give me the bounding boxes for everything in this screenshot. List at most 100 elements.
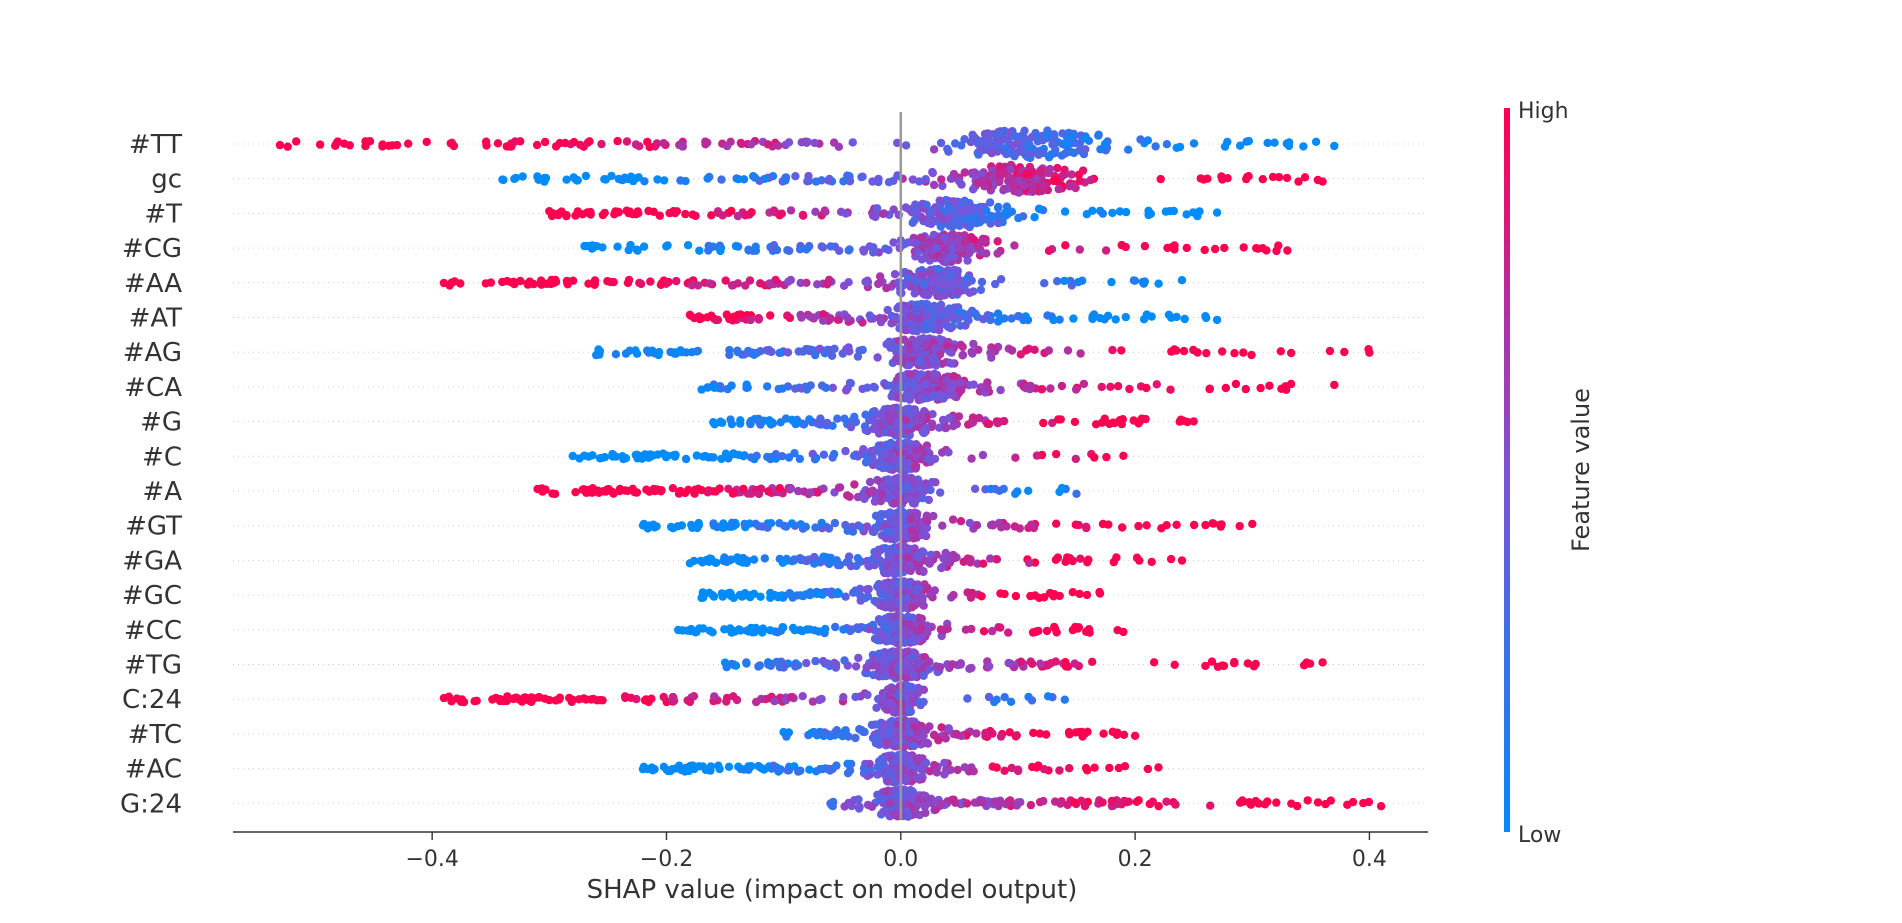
- shap-point: [1129, 276, 1139, 285]
- shap-point: [1061, 241, 1070, 250]
- shap-point: [1105, 763, 1114, 773]
- shap-point: [694, 484, 703, 493]
- shap-point: [623, 486, 632, 496]
- shap-point: [956, 517, 966, 526]
- shap-point: [733, 279, 743, 288]
- shap-point: [707, 554, 716, 564]
- shap-point: [831, 557, 840, 566]
- shap-point: [786, 484, 796, 493]
- shap-point: [917, 413, 927, 423]
- feature-label: #CC: [124, 616, 182, 646]
- shap-point: [991, 279, 1000, 289]
- shap-point: [388, 141, 397, 150]
- shap-point: [1117, 346, 1126, 355]
- shap-point: [681, 209, 690, 219]
- shap-point: [846, 626, 856, 635]
- shap-point: [629, 176, 638, 186]
- shap-point: [929, 511, 938, 521]
- shap-point: [704, 241, 713, 251]
- shap-point: [805, 415, 814, 424]
- shap-point: [858, 318, 867, 327]
- shap-point: [1065, 764, 1074, 773]
- shap-point: [949, 421, 958, 431]
- shap-point: [841, 446, 850, 456]
- shap-point: [776, 765, 785, 774]
- shap-point: [963, 256, 972, 265]
- shap-point: [1094, 130, 1103, 139]
- shap-point: [1027, 696, 1037, 705]
- shap-point: [882, 657, 891, 666]
- shap-point: [887, 686, 896, 695]
- shap-point: [659, 139, 668, 148]
- shap-point: [989, 138, 998, 148]
- shap-point: [1113, 626, 1122, 635]
- shap-point: [766, 311, 775, 320]
- shap-point: [865, 477, 875, 487]
- shap-point: [861, 410, 870, 419]
- shap-point: [797, 138, 806, 147]
- shap-point: [1023, 486, 1033, 495]
- feature-label: #TG: [124, 651, 182, 681]
- shap-point: [663, 241, 672, 250]
- shap-point: [941, 423, 950, 433]
- shap-point: [967, 347, 976, 357]
- shap-point: [699, 452, 708, 461]
- shap-point: [919, 685, 929, 694]
- shap-point: [885, 337, 894, 346]
- shap-point: [1063, 346, 1073, 355]
- shap-point: [1202, 349, 1211, 358]
- shap-point: [1140, 277, 1150, 286]
- shap-point: [891, 612, 900, 621]
- shap-point: [995, 177, 1004, 187]
- shap-point: [1283, 246, 1292, 255]
- shap-point: [736, 626, 745, 635]
- shap-point: [845, 177, 855, 186]
- shap-point: [1003, 136, 1013, 145]
- shap-point: [1203, 174, 1212, 183]
- shap-point: [914, 697, 924, 707]
- shap-point: [974, 345, 983, 354]
- shap-point: [770, 697, 779, 706]
- shap-point: [736, 310, 745, 319]
- shap-point: [885, 415, 894, 425]
- shap-point: [1052, 519, 1061, 528]
- shap-point: [873, 762, 882, 772]
- feature-label: #CA: [124, 373, 182, 403]
- shap-point: [931, 478, 940, 487]
- shap-point: [944, 147, 953, 156]
- shap-point: [872, 598, 881, 607]
- shap-point: [600, 208, 609, 218]
- shap-point: [822, 418, 832, 428]
- shap-point: [1118, 523, 1127, 532]
- shap-point: [378, 142, 387, 151]
- shap-point: [1044, 346, 1054, 355]
- shap-point: [729, 312, 739, 321]
- shap-point: [580, 451, 589, 460]
- shap-point: [1165, 207, 1175, 216]
- shap-point: [851, 662, 861, 671]
- shap-point: [966, 558, 975, 567]
- shap-point: [777, 348, 786, 357]
- shap-point: [1030, 213, 1039, 222]
- shap-point: [746, 623, 756, 633]
- shap-point: [937, 255, 946, 264]
- shap-point: [938, 521, 947, 530]
- shap-point: [540, 137, 550, 147]
- shap-point: [976, 285, 986, 295]
- shap-point: [930, 760, 939, 770]
- shap-point: [1149, 658, 1159, 667]
- shap-point: [875, 272, 885, 281]
- shap-point: [472, 696, 481, 705]
- shap-point: [937, 448, 947, 457]
- shap-point: [756, 763, 766, 772]
- shap-point: [594, 350, 603, 359]
- shap-point: [1025, 558, 1034, 568]
- shap-point: [798, 692, 807, 701]
- shap-point: [813, 280, 822, 289]
- shap-point: [907, 603, 917, 612]
- shap-point: [681, 454, 691, 464]
- shap-point: [560, 138, 570, 148]
- shap-point: [887, 311, 896, 321]
- shap-point: [885, 587, 895, 596]
- shap-point: [811, 656, 820, 666]
